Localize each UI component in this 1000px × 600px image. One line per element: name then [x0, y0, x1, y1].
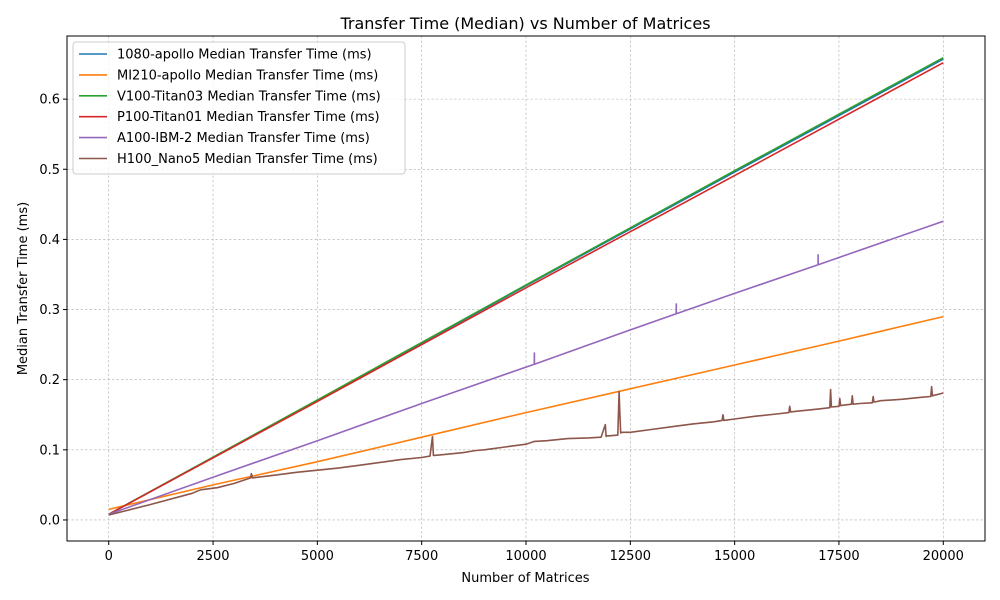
series-line-5 [108, 220, 944, 516]
legend: 1080-apollo Median Transfer Time (ms) MI2… [72, 41, 406, 175]
y-tick-label: 0.3 [39, 303, 60, 318]
x-axis-ticks: 0 2500 5000 7500 10000 12500 15000 17500 20000 [105, 541, 964, 564]
legend-entry-1: 1080-apollo Median Transfer Time (ms) [117, 48, 372, 63]
x-tick-label: 15000 [714, 549, 755, 564]
y-tick-label: 0.1 [39, 443, 60, 458]
legend-entry-5: A100-IBM-2 Median Transfer Time (ms) [117, 131, 370, 146]
legend-entry-2: MI210-apollo Median Transfer Time (ms) [117, 68, 378, 83]
series-layer [108, 56, 944, 516]
y-tick-label: 0.2 [39, 373, 60, 388]
x-tick-label: 2500 [196, 549, 229, 564]
x-tick-label: 17500 [818, 549, 859, 564]
legend-entry-4: P100-Titan01 Median Transfer Time (ms) [117, 110, 380, 125]
series-line-6 [108, 385, 944, 516]
y-tick-label: 0.6 [39, 93, 60, 108]
legend-box [72, 41, 406, 175]
x-tick-label: 5000 [301, 549, 334, 564]
y-axis-label: Median Transfer Time (ms) [16, 202, 31, 375]
x-tick-label: 0 [105, 549, 113, 564]
y-tick-label: 0.0 [39, 513, 60, 528]
x-tick-label: 10000 [505, 549, 546, 564]
legend-entry-6: H100_Nano5 Median Transfer Time (ms) [117, 152, 378, 167]
series-line-4 [108, 61, 944, 516]
y-tick-label: 0.5 [39, 163, 60, 178]
x-tick-label: 20000 [923, 549, 964, 564]
x-axis-label: Number of Matrices [461, 571, 589, 586]
y-tick-label: 0.4 [39, 233, 60, 248]
x-tick-label: 12500 [610, 549, 651, 564]
series-line-3 [108, 56, 944, 516]
y-axis-ticks: 0.0 0.1 0.2 0.3 0.4 0.5 0.6 [39, 93, 67, 528]
series-line-2 [108, 315, 944, 511]
legend-entry-3: V100-Titan03 Median Transfer Time (ms) [117, 89, 381, 104]
x-tick-label: 7500 [405, 549, 438, 564]
chart-title: Transfer Time (Median) vs Number of Matr… [339, 14, 710, 33]
